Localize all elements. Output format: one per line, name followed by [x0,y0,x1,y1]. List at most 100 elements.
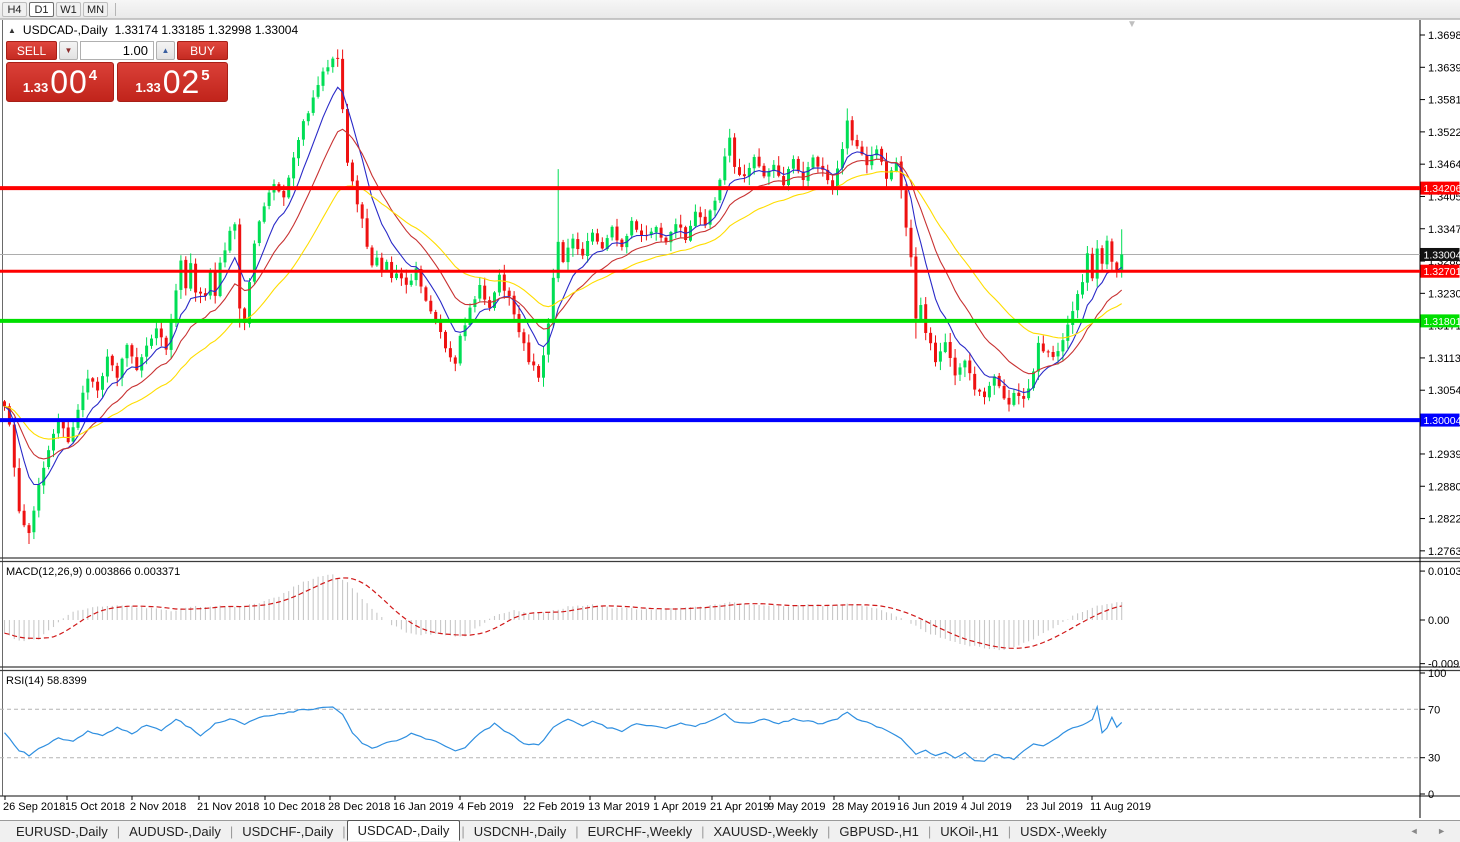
axes-and-labels: 1.369801.363951.358101.352251.346401.340… [3,30,1460,813]
timeframe-button-h4[interactable]: H4 [2,1,27,17]
tab-scroll-arrows: ◄ ► [1410,826,1454,836]
date-axis-label: 4 Jul 2019 [961,801,1012,813]
macd-axis-tick: 0.010311 [1428,566,1460,578]
price-axis-tick: 1.36980 [1428,30,1460,42]
date-axis-label: 26 Sep 2018 [3,801,65,813]
collapse-triangle-icon[interactable]: ▲ [8,25,16,35]
tab-usdchf-daily[interactable]: USDCHF-,Daily [242,824,334,839]
rsi-axis-tick: 0 [1428,789,1434,801]
price-level-badge-text: 1.31801 [1424,316,1460,328]
tab-gbpusd-h1[interactable]: GBPUSD-,H1 [839,824,919,839]
date-axis-label: 15 Oct 2018 [65,801,125,813]
chart-symbol-title: USDCAD-,Daily [22,23,108,37]
tab-usdcnh-daily[interactable]: USDCNH-,Daily [473,824,567,839]
date-axis-label: 23 Jul 2019 [1026,801,1083,813]
price-axis-tick: 1.33470 [1428,224,1460,236]
tab-separator: | [701,824,705,839]
tab-separator: | [342,824,346,839]
moving-average-lines [4,86,1123,486]
date-axis-label: 21 Apr 2019 [710,801,769,813]
macd-axis-tick: -0.009203 [1428,659,1460,671]
price-level-badge [1420,314,1460,328]
timeframe-button-d1[interactable]: D1 [29,1,54,17]
ma-mid-line [4,128,1123,460]
price-level-badge-text: 1.33004 [1424,249,1460,261]
chart-tabs: EURUSD-,Daily | AUDUSD-,Daily | USDCHF-,Dail… [8,820,1115,842]
tab-scroll-left-icon[interactable]: ◄ [1409,826,1427,836]
date-axis-label: 10 Dec 2018 [263,801,325,813]
rsi-line [4,704,1123,762]
buy-price-pip: 5 [201,66,210,84]
tab-audusd-daily[interactable]: AUDUSD-,Daily [129,824,221,839]
price-level-badge-text: 1.34206 [1424,183,1460,195]
autoscroll-marker-icon[interactable]: ▼ [1127,19,1137,30]
sell-price-pip: 4 [88,66,98,84]
horizontal-level-lines[interactable] [0,186,1420,423]
rsi-indicator-label: RSI(14) 58.8399 [6,675,87,687]
rsi-pane-series [0,704,1420,762]
tab-separator: | [827,824,831,839]
rsi-axis-tick: 100 [1428,668,1446,680]
date-axis-label: 22 Feb 2019 [523,801,585,813]
ma-slow-line [4,170,1122,440]
candlestick-series [3,49,1124,544]
date-axis-label: 2 Nov 2018 [130,801,186,813]
macd-axis-tick: 0.00 [1428,615,1449,627]
ohlc-values: 1.33174 1.33185 1.32998 1.33004 [114,23,299,37]
tab-separator: | [461,824,465,839]
timeframe-button-mn[interactable]: MN [83,1,109,17]
date-axis-label: 28 May 2019 [832,801,896,813]
tab-separator: | [229,824,234,839]
tab-separator: | [575,824,579,839]
chart-chrome [0,19,1460,818]
volume-decrease-icon[interactable]: ▼ [59,41,78,60]
buy-button[interactable]: BUY [177,41,228,60]
tab-separator: | [116,824,121,839]
timeframe-toolbar: H4 D1 W1 MN [0,0,1460,19]
date-axis-label: 9 May 2019 [768,801,825,813]
tab-usdx-weekly[interactable]: USDX-,Weekly [1020,824,1107,839]
trade-controls-row: SELL ▼ 1.00 ▲ BUY [6,41,228,60]
tab-separator: | [1007,824,1012,839]
toolbar-separator [115,2,117,16]
volume-increase-icon[interactable]: ▲ [156,41,175,60]
sell-button[interactable]: SELL [6,41,57,60]
price-axis-tick: 1.35810 [1428,95,1460,107]
chart-header: ▲ USDCAD-,Daily 1.33174 1.33185 1.32998 … [8,23,298,37]
price-axis-tick: 1.27635 [1428,546,1460,558]
price-axis-tick: 1.32300 [1428,288,1460,300]
price-level-badge-text: 1.30004 [1424,415,1460,427]
price-level-badge [1420,247,1460,261]
tab-usdcad-daily[interactable]: USDCAD-,Daily [346,820,461,841]
buy-price-button[interactable]: 1.33 02 5 [117,62,228,102]
tab-eurusd-daily[interactable]: EURUSD-,Daily [16,824,108,839]
price-axis-tick: 1.35225 [1428,127,1460,139]
rsi-axis-tick: 30 [1428,753,1440,765]
tab-eurchf-weekly[interactable]: EURCHF-,Weekly [587,824,693,839]
date-axis-label: 28 Dec 2018 [328,801,390,813]
macd-indicator-label: MACD(12,26,9) 0.003866 0.003371 [6,566,181,578]
date-axis-label: 11 Aug 2019 [1090,801,1151,813]
date-axis-label: 13 Mar 2019 [588,801,650,813]
price-axis-tick: 1.36395 [1428,62,1460,74]
buy-price-big: 02 [162,63,201,100]
price-level-badge-text: 1.32701 [1424,266,1460,278]
price-level-badge [1420,181,1460,195]
price-axis-tick: 1.29390 [1428,449,1460,461]
price-level-badge [1420,264,1460,278]
ma-fast-line [4,86,1123,486]
price-axis-tick: 1.28805 [1428,481,1460,493]
macd-signal-line [4,577,1122,649]
price-axis-tick: 1.31130 [1428,353,1460,365]
tab-ukoil-h1[interactable]: UKOil-,H1 [940,824,999,839]
volume-input[interactable]: 1.00 [80,41,154,60]
rsi-axis-tick: 70 [1428,704,1440,716]
date-axis-label: 16 Jun 2019 [897,801,958,813]
sell-price-prefix: 1.33 [22,79,49,95]
tab-scroll-right-icon[interactable]: ► [1437,826,1454,836]
sell-price-big: 00 [50,63,88,100]
timeframe-button-w1[interactable]: W1 [56,1,81,17]
sell-price-button[interactable]: 1.33 00 4 [6,62,115,102]
tab-xauusd-weekly[interactable]: XAUUSD-,Weekly [713,824,819,839]
